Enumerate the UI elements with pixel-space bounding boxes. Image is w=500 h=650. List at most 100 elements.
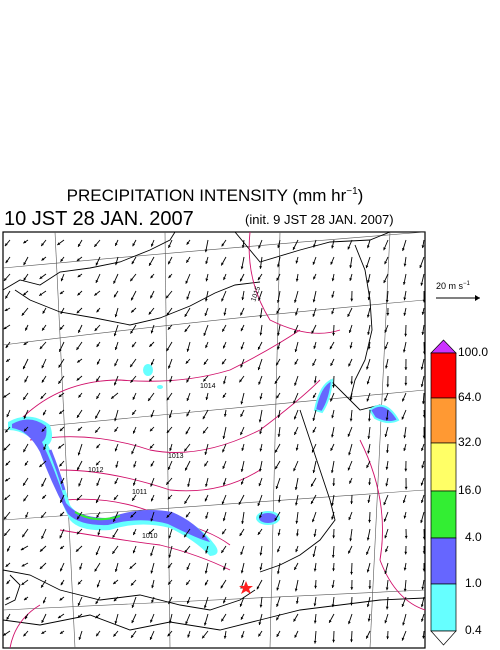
wind-arrow-head [149, 445, 153, 449]
isobar-label: 1012 [88, 467, 104, 474]
wind-arrow-head [148, 398, 151, 402]
wind-arrow-head [331, 604, 335, 608]
colorbar [430, 339, 457, 646]
wind-arrow-head [132, 430, 136, 434]
wind-arrow-head [259, 515, 262, 519]
wind-arrow-head [293, 468, 296, 472]
wind-arrow-head [202, 430, 206, 434]
wind-arrow-head [186, 566, 190, 570]
wind-arrow-head [95, 429, 98, 433]
wind-arrow-head [167, 466, 171, 470]
wind-arrow-head [349, 538, 353, 542]
wind-arrow-head [113, 333, 117, 337]
wind-arrow-head [313, 533, 317, 537]
wind-arrow-head [60, 310, 64, 314]
wind-arrow-head [313, 244, 316, 248]
wind-arrow-head [76, 346, 80, 350]
wind-arrow-head [41, 631, 45, 634]
wind-arrow-head [114, 347, 118, 350]
wind-arrow-head [166, 430, 170, 434]
wind-arrow-head [277, 332, 280, 336]
wind-arrow-head [5, 429, 9, 433]
wind-arrow-head [78, 394, 82, 398]
wind-arrow-head [204, 313, 208, 316]
wind-arrow-head [95, 415, 98, 419]
wind-arrow-head [184, 313, 188, 317]
wind-arrow-head [274, 517, 278, 521]
wind-arrow-head [131, 451, 134, 455]
wind-arrow-head [421, 332, 425, 335]
wind-arrow-head [131, 620, 135, 624]
wind-arrow-head [168, 620, 172, 624]
wind-arrow-head [222, 436, 226, 439]
wind-arrow-head [42, 327, 45, 331]
wind-arrow-head [111, 395, 115, 399]
wind-arrow-head [241, 447, 245, 451]
wind-arrow-head [294, 588, 298, 592]
wind-arrow-head [205, 261, 209, 265]
wind-arrow-head [330, 470, 334, 474]
wind-arrow-head [77, 581, 81, 585]
wind-arrow-head [330, 398, 333, 402]
wind-arrow-head [24, 462, 28, 466]
wind-arrow-head [222, 531, 225, 535]
wind-arrow-head [130, 634, 134, 638]
wind-arrow-head [367, 332, 370, 335]
wind-arrow-head [59, 291, 63, 295]
wind-arrow-head [114, 363, 117, 367]
wind-arrow-head [75, 548, 79, 552]
wind-arrow-head [203, 332, 207, 336]
wind-arrow-head [383, 518, 387, 522]
wind-arrow-head [4, 243, 8, 247]
wind-arrow-head [168, 415, 172, 419]
wind-arrow-head [151, 585, 155, 589]
wind-arrow-head [39, 293, 43, 296]
wind-arrow-head [294, 361, 298, 365]
wind-arrow-head [259, 332, 263, 336]
wind-arrow-head [240, 312, 243, 316]
wind-arrow-head [148, 531, 152, 535]
wind-arrow-head [94, 328, 98, 331]
wind-arrow-head [149, 378, 152, 382]
wind-arrow-head [187, 483, 191, 487]
wind-arrow-head [22, 534, 25, 538]
wind-arrow-head [310, 501, 314, 505]
wind-arrow-head [366, 314, 370, 318]
wind-arrow-head [332, 535, 336, 539]
wind-arrow-head [331, 245, 335, 249]
title-close: ) [358, 186, 364, 205]
wind-arrow-head [41, 243, 44, 247]
wind-arrow-head [169, 448, 173, 451]
wind-arrow-head [151, 599, 154, 603]
wind-arrow-head [223, 312, 227, 316]
wind-arrow-head [76, 531, 80, 535]
wind-arrow-head [39, 276, 43, 279]
wind-arrow-head [150, 518, 154, 522]
wind-arrow-head [329, 346, 333, 350]
wind-arrow-head [222, 328, 225, 332]
wind-arrow-head [96, 462, 99, 466]
wind-arrow-head [384, 398, 387, 402]
wind-arrow-head [385, 299, 389, 303]
wind-arrow-head [421, 448, 424, 451]
colorbar-label: 4.0 [465, 530, 482, 544]
wind-arrow-head [96, 500, 99, 504]
wind-arrow-head [130, 278, 134, 282]
wind-arrow-head [274, 380, 278, 384]
wind-arrow-head [420, 604, 424, 608]
wind-arrow-head [419, 265, 423, 269]
colorbar-label: 32.0 [458, 435, 482, 449]
wind-arrow-head [240, 481, 244, 485]
wind-arrow-head [112, 534, 116, 538]
wind-arrow-head [420, 500, 424, 503]
colorbar-label: 16.0 [458, 483, 482, 497]
wind-arrow-head [311, 519, 315, 523]
wind-arrow-head [21, 312, 25, 316]
wind-arrow-head [95, 262, 99, 266]
wind-arrow-head [296, 533, 299, 537]
wind-arrow-head [166, 348, 170, 352]
wind-arrow-head [167, 633, 171, 637]
wind-arrow-head [220, 585, 224, 589]
wind-arrow-head [404, 333, 408, 337]
wind-arrow-head [149, 343, 153, 347]
